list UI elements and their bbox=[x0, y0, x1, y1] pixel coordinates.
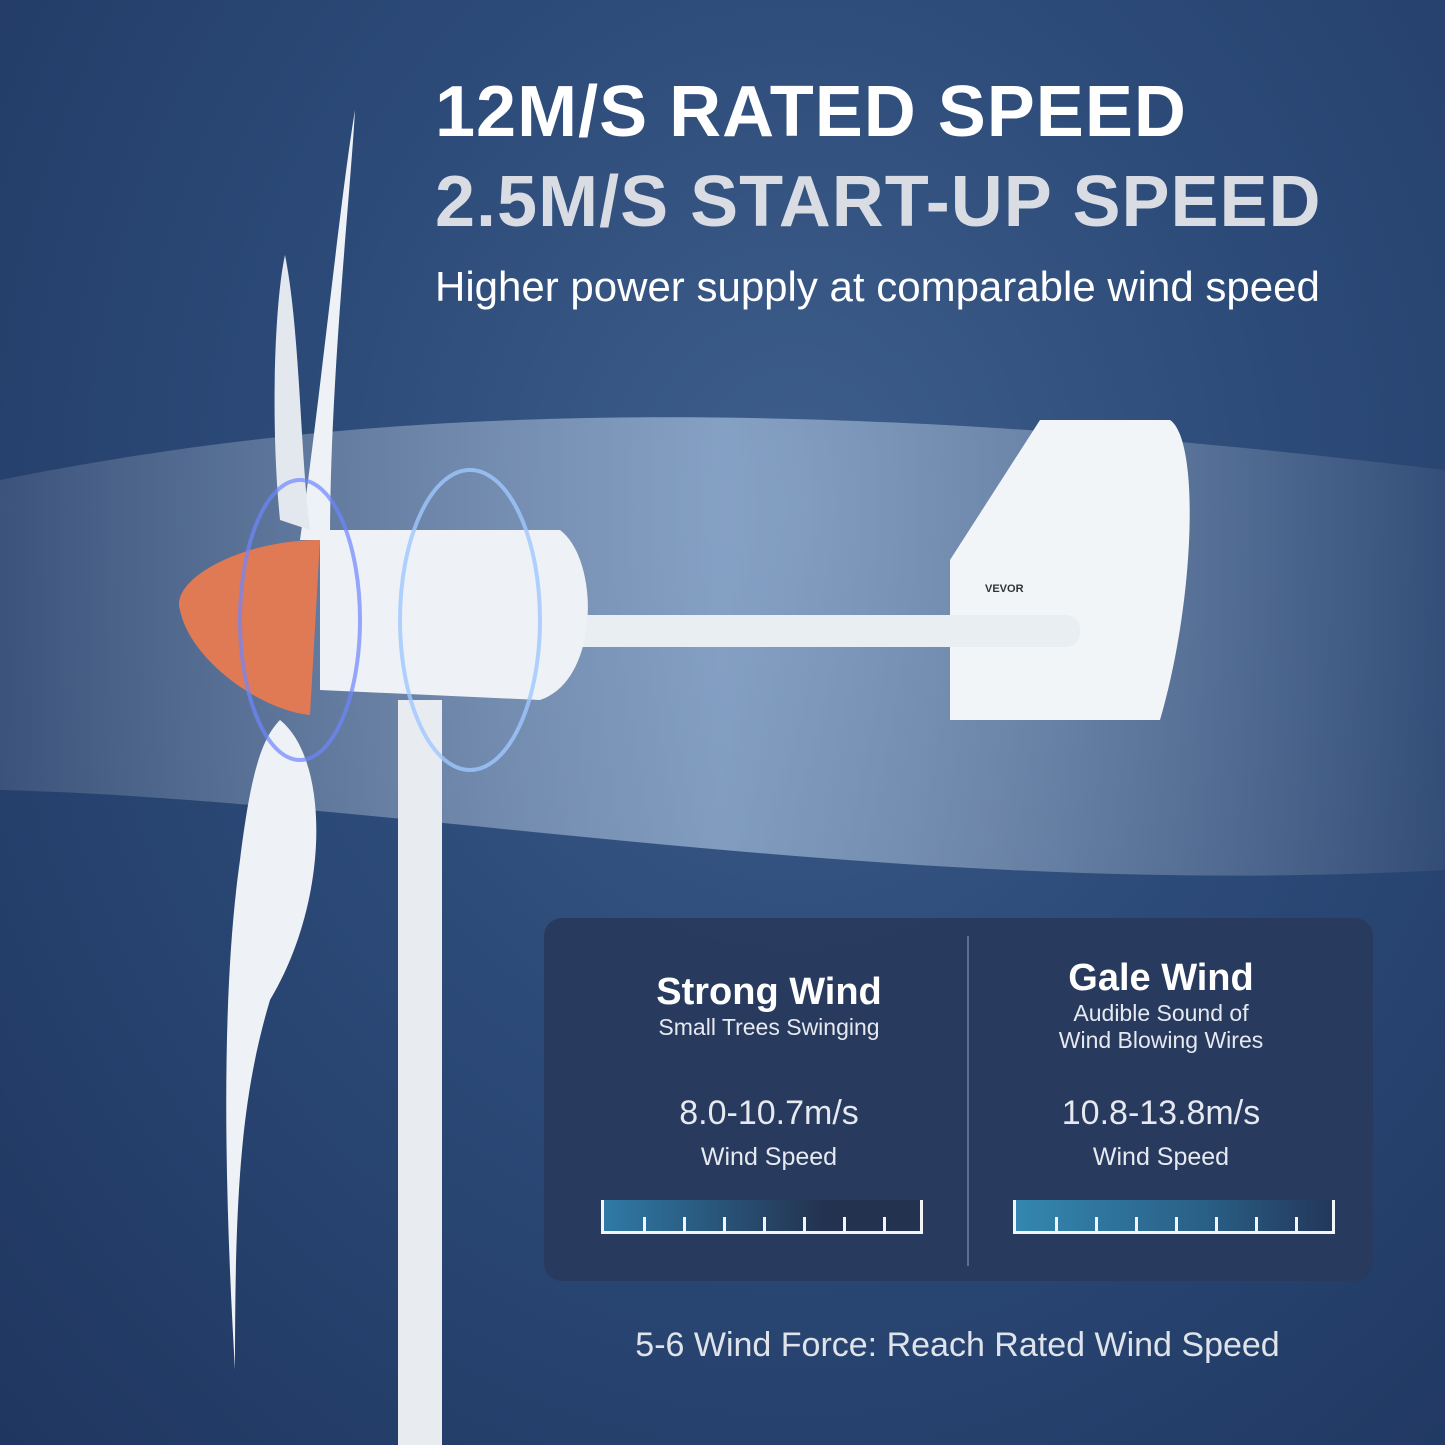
headline-rated-speed: 12M/S RATED SPEED bbox=[435, 72, 1187, 152]
gauge-tick bbox=[1135, 1217, 1138, 1231]
brand-label: VEVOR bbox=[985, 583, 1024, 595]
gale-wind-column: Gale Wind Audible Sound of Wind Blowing … bbox=[956, 918, 1366, 1234]
wind-swirl bbox=[238, 478, 362, 762]
wind-speed-value: 8.0-10.7m/s bbox=[679, 1094, 859, 1132]
gauge-tick bbox=[1055, 1217, 1058, 1231]
hub bbox=[179, 540, 320, 715]
divider bbox=[967, 936, 969, 1266]
nacelle bbox=[320, 530, 588, 700]
gauge-tick bbox=[843, 1217, 846, 1231]
blade-top-2 bbox=[274, 255, 310, 530]
column-description: Small Trees Swinging bbox=[658, 1014, 880, 1040]
wind-speed-value: 10.8-13.8m/s bbox=[1061, 1094, 1261, 1132]
wind-level-gauge bbox=[601, 1200, 923, 1234]
gauge-tick bbox=[1255, 1217, 1258, 1231]
gauge-tick bbox=[1095, 1217, 1098, 1231]
gauge-tick bbox=[1215, 1217, 1218, 1231]
gauge-tick bbox=[803, 1217, 806, 1231]
pole bbox=[398, 700, 442, 1445]
gauge-tick bbox=[1295, 1217, 1298, 1231]
blade-bottom bbox=[226, 720, 317, 1370]
blade-top bbox=[300, 110, 355, 540]
footer-caption: 5-6 Wind Force: Reach Rated Wind Speed bbox=[635, 1326, 1280, 1364]
wind-speed-label: Wind Speed bbox=[700, 1143, 838, 1171]
strong-wind-column: Strong Wind Small Trees Swinging 8.0-10.… bbox=[564, 918, 974, 1234]
gauge-tick bbox=[763, 1217, 766, 1231]
gauge-tick bbox=[683, 1217, 686, 1231]
wind-comparison-panel: Strong Wind Small Trees Swinging 8.0-10.… bbox=[544, 918, 1373, 1281]
subtitle: Higher power supply at comparable wind s… bbox=[435, 263, 1320, 310]
wind-level-gauge bbox=[1013, 1200, 1335, 1234]
gauge-tick bbox=[723, 1217, 726, 1231]
column-description: Audible Sound of bbox=[1073, 1000, 1249, 1026]
column-description: Wind Blowing Wires bbox=[1058, 1027, 1264, 1053]
column-title: Strong Wind bbox=[656, 971, 882, 1013]
headline-startup-speed: 2.5M/S START-UP SPEED bbox=[435, 162, 1322, 242]
gauge-tick bbox=[883, 1217, 886, 1231]
gauge-tick bbox=[643, 1217, 646, 1231]
gauge-tick bbox=[1175, 1217, 1178, 1231]
wind-speed-label: Wind Speed bbox=[1092, 1143, 1230, 1171]
column-title: Gale Wind bbox=[1068, 957, 1254, 999]
tail-boom bbox=[560, 615, 1080, 647]
wind-swirl bbox=[398, 468, 542, 772]
